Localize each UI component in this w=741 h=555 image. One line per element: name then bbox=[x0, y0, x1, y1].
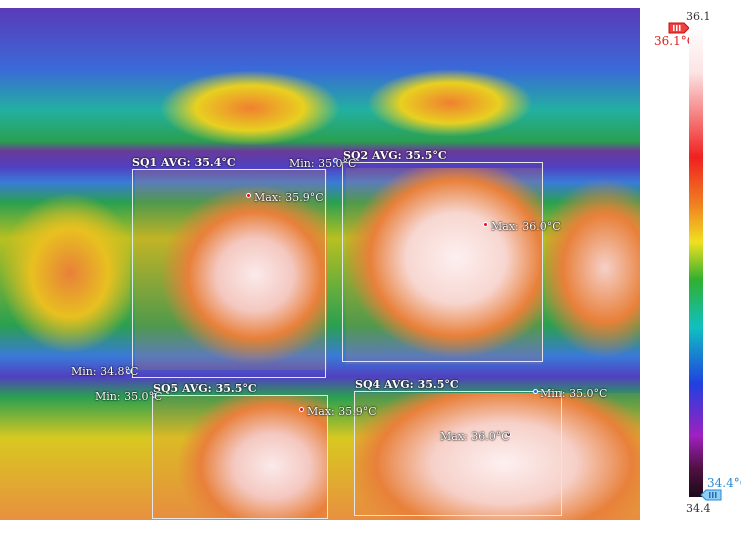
high-marker-label: 36.1°C bbox=[654, 34, 696, 48]
low-marker-label: 34.4°C bbox=[707, 476, 741, 490]
sq5-min-label: Min: 35.0°C bbox=[95, 390, 163, 403]
hot-region-3 bbox=[545, 173, 640, 368]
sq5-min-marker bbox=[152, 393, 157, 398]
hot-region-6 bbox=[0, 188, 130, 358]
sq1-min-marker bbox=[333, 158, 338, 163]
color-scale-bar bbox=[689, 25, 703, 497]
sq4-max-label: Max: 36.0°C bbox=[440, 430, 510, 443]
sq5-avg-label: SQ5 AVG: 35.5°C bbox=[153, 382, 257, 395]
sq2-max-marker bbox=[483, 222, 488, 227]
hot-region-1 bbox=[135, 170, 327, 370]
sq1-min-label: Min: 35.0°C bbox=[289, 157, 357, 170]
sq5-box[interactable] bbox=[152, 395, 328, 519]
sq4-max-marker bbox=[506, 432, 511, 437]
sq1-box[interactable] bbox=[132, 169, 326, 378]
hot-region-5 bbox=[354, 393, 640, 520]
thermal-image bbox=[0, 8, 640, 520]
sq5-max-marker bbox=[299, 407, 304, 412]
high-flag-icon[interactable] bbox=[668, 22, 690, 34]
low-flag-icon[interactable] bbox=[700, 489, 722, 501]
scale-max-value: 36.1 bbox=[686, 10, 711, 23]
sq4-min-label: Min: 35.0°C bbox=[540, 387, 608, 400]
sq2-max-label: Max: 36.0°C bbox=[491, 220, 561, 233]
sq1-max-label: Max: 35.9°C bbox=[254, 191, 324, 204]
global-min-marker bbox=[126, 369, 131, 374]
scale-min-value: 34.4 bbox=[686, 502, 711, 515]
sq1-avg-label: SQ1 AVG: 35.4°C bbox=[132, 156, 236, 169]
hot-region-2 bbox=[346, 168, 542, 364]
sq4-min-marker bbox=[533, 389, 538, 394]
sq4-box[interactable] bbox=[354, 391, 562, 516]
sq5-max-label: Max: 35.9°C bbox=[307, 405, 377, 418]
sq2-box[interactable] bbox=[342, 162, 543, 362]
global-min-label: Min: 34.8°C bbox=[71, 365, 139, 378]
hot-region-4 bbox=[152, 396, 328, 520]
sq1-max-marker bbox=[246, 193, 251, 198]
sq2-avg-label: SQ2 AVG: 35.5°C bbox=[343, 149, 447, 162]
sq4-avg-label: SQ4 AVG: 35.5°C bbox=[355, 378, 459, 391]
